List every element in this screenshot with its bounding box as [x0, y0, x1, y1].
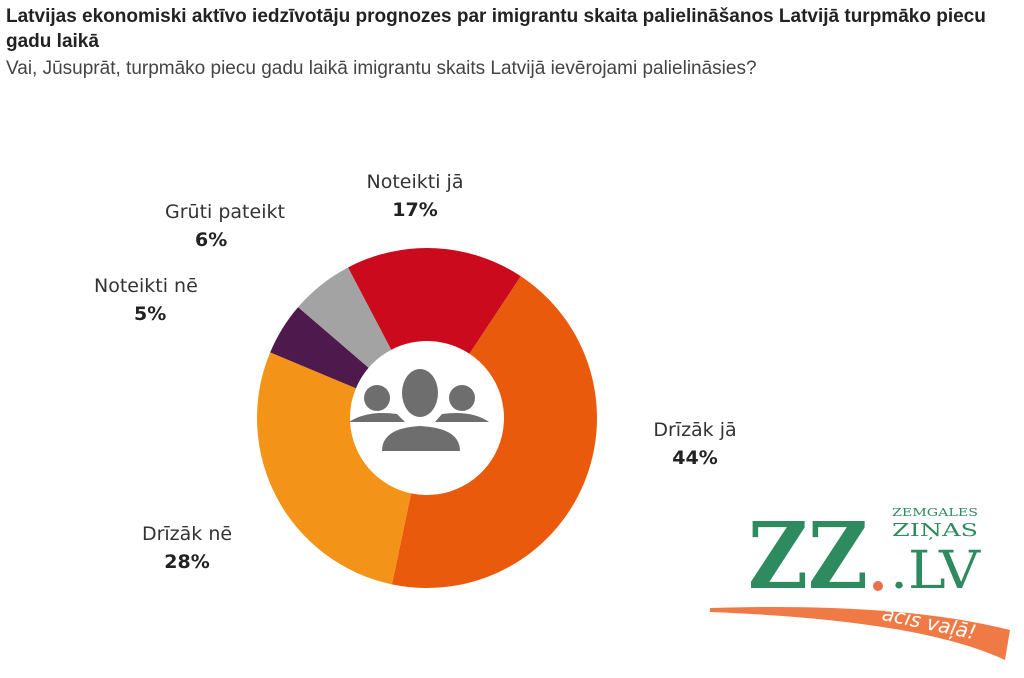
slice-label-gruti-pateikt: Grūti pateikt 6%: [165, 198, 335, 254]
chart-title: Latvijas ekonomiski aktīvo iedzīvotāju p…: [6, 6, 986, 52]
slice-label-text: Drīzāk jā: [653, 419, 737, 441]
logo-swoosh: [710, 606, 1010, 660]
slice-value: 6%: [195, 229, 228, 251]
logo-zemgales: ZEMGALES: [892, 506, 978, 519]
slice-label-text: Noteikti jā: [366, 171, 464, 193]
slice-value: 5%: [134, 303, 167, 325]
chart-header: Latvijas ekonomiski aktīvo iedzīvotāju p…: [6, 4, 1016, 81]
logo-dot: [873, 581, 883, 591]
logo-lv: .LV: [890, 541, 982, 601]
slice-value: 17%: [392, 199, 438, 221]
donut-slice-2: [256, 352, 412, 585]
slice-label-text: Noteikti nē: [94, 275, 198, 297]
donut-slice-3: [270, 307, 369, 389]
slice-label-text: Drīzāk nē: [141, 523, 233, 545]
donut-slice-1: [391, 276, 598, 589]
logo-zinas: ZIŅAS: [892, 520, 978, 541]
people-group-icon: [349, 369, 489, 451]
logo-slogan: acis vaļā!: [880, 601, 978, 644]
slice-label-noteikti-ne: Noteikti nē 5%: [80, 272, 230, 328]
donut-slice-0: [347, 248, 521, 354]
slice-label-noteikti-ja: Noteikti jā 17%: [340, 168, 490, 224]
logo-zz: ZZ: [748, 502, 868, 610]
slice-label-drizak-ja: Drīzāk jā 44%: [620, 416, 770, 472]
slice-value: 44%: [672, 447, 718, 469]
chart-subtitle: Vai, Jūsuprāt, turpmāko piecu gadu laikā…: [6, 58, 757, 79]
donut-slice-4: [298, 267, 392, 368]
zz-lv-logo: ZZ .LV ZEMGALES ZIŅAS acis vaļā!: [710, 502, 1010, 660]
slice-label-drizak-ne: Drīzāk nē 28%: [112, 520, 262, 576]
slice-value: 28%: [164, 551, 210, 573]
slice-label-text: Grūti pateikt: [165, 201, 285, 223]
